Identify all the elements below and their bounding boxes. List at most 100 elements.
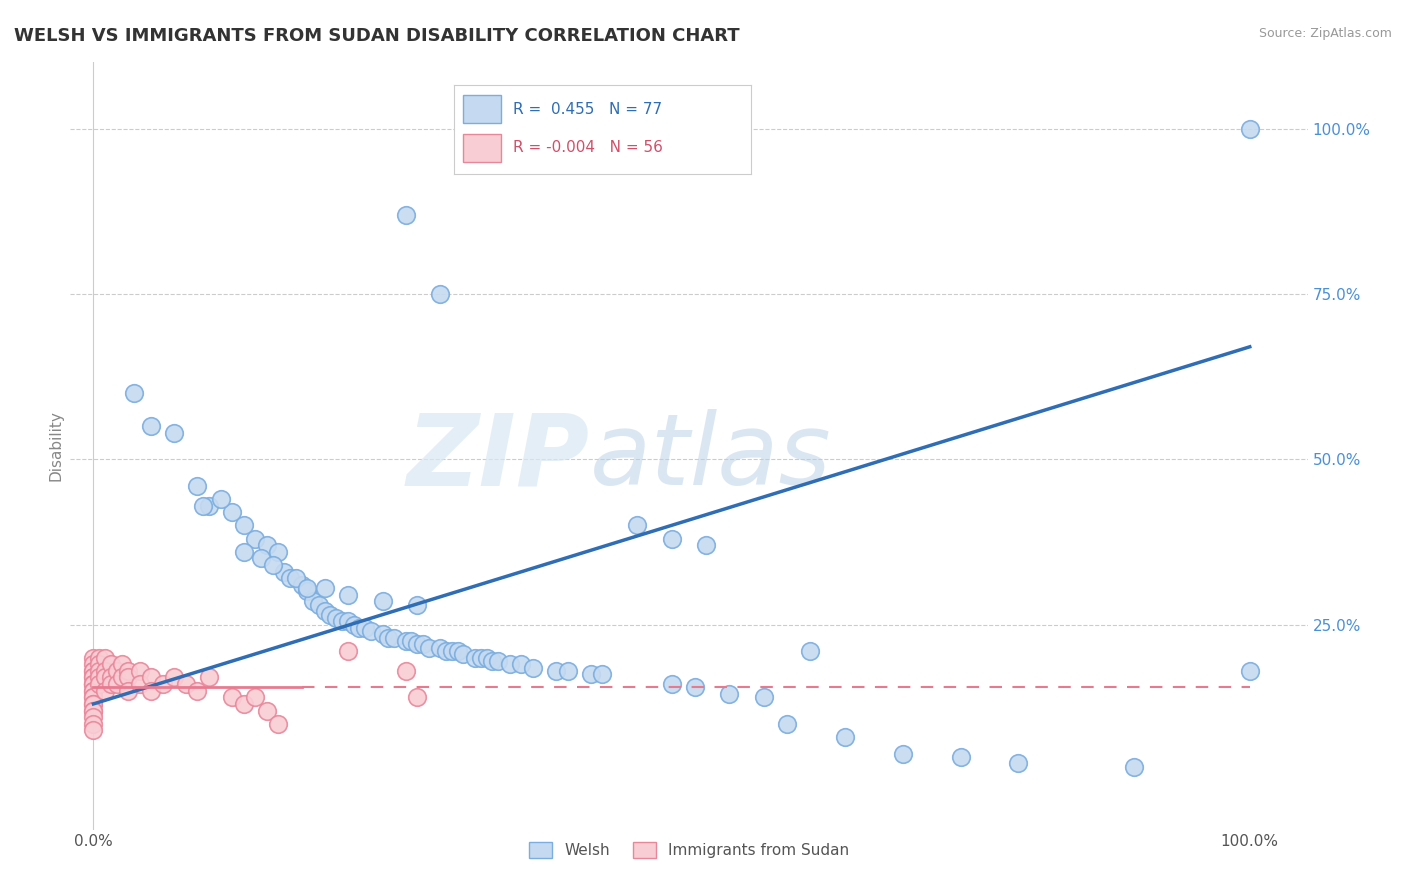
Point <box>82 657 104 672</box>
Point <box>395 208 418 222</box>
Point <box>232 697 254 711</box>
Point <box>82 723 104 738</box>
Point <box>262 558 284 572</box>
Point <box>302 594 325 608</box>
Point <box>89 670 111 684</box>
Point <box>193 499 215 513</box>
Point <box>174 677 197 691</box>
Point <box>82 677 104 691</box>
Point <box>267 716 290 731</box>
Point <box>232 545 254 559</box>
Point <box>256 704 278 718</box>
Point <box>117 670 139 684</box>
Text: atlas: atlas <box>591 409 831 506</box>
Point <box>278 571 301 585</box>
Point <box>360 624 382 639</box>
Point <box>342 617 364 632</box>
Point <box>336 644 359 658</box>
Point <box>891 747 914 761</box>
Point <box>579 667 602 681</box>
Point <box>349 621 371 635</box>
Point <box>834 730 856 744</box>
Legend: Welsh, Immigrants from Sudan: Welsh, Immigrants from Sudan <box>523 836 855 864</box>
Point <box>100 657 122 672</box>
Point <box>470 650 492 665</box>
Point <box>336 588 359 602</box>
Point <box>82 677 104 691</box>
Point <box>82 697 104 711</box>
Point <box>82 710 104 724</box>
Point <box>89 650 111 665</box>
Point <box>406 690 429 705</box>
Point <box>395 634 418 648</box>
Point <box>82 683 104 698</box>
Point <box>319 607 342 622</box>
Point <box>82 650 104 665</box>
Point <box>499 657 522 672</box>
Point <box>406 598 429 612</box>
Point <box>94 650 117 665</box>
Point <box>776 716 799 731</box>
Point <box>82 664 104 678</box>
Point <box>89 657 111 672</box>
Point <box>82 670 104 684</box>
Point <box>406 637 429 651</box>
Point <box>89 664 111 678</box>
Point <box>1007 756 1029 771</box>
Point <box>377 631 399 645</box>
Point <box>1239 664 1261 678</box>
Point <box>297 584 319 599</box>
Point <box>752 690 775 705</box>
Point <box>314 604 336 618</box>
Point <box>336 614 359 628</box>
Point <box>250 551 273 566</box>
Point <box>111 657 134 672</box>
Point <box>82 716 104 731</box>
Point <box>232 518 254 533</box>
Point <box>82 664 104 678</box>
Point <box>82 690 104 705</box>
Point <box>475 650 498 665</box>
Text: ZIP: ZIP <box>406 409 591 506</box>
Point <box>1123 760 1146 774</box>
Point <box>297 581 319 595</box>
Point <box>464 650 486 665</box>
Point <box>128 677 150 691</box>
Point <box>1239 121 1261 136</box>
Point <box>186 683 208 698</box>
Point <box>117 664 139 678</box>
Point <box>141 683 163 698</box>
Point <box>221 505 243 519</box>
Point <box>198 670 221 684</box>
Point <box>371 594 394 608</box>
Point <box>100 677 122 691</box>
Point <box>89 677 111 691</box>
Text: Source: ZipAtlas.com: Source: ZipAtlas.com <box>1258 27 1392 40</box>
Point <box>429 640 451 655</box>
Point <box>440 644 463 658</box>
Point <box>354 621 377 635</box>
Point <box>128 664 150 678</box>
Point <box>325 611 347 625</box>
Point <box>256 538 278 552</box>
Point <box>661 532 683 546</box>
Point <box>82 704 104 718</box>
Point <box>94 683 117 698</box>
Point <box>82 677 104 691</box>
Point <box>447 644 470 658</box>
Point <box>163 670 186 684</box>
Point <box>198 499 221 513</box>
Point <box>141 419 163 434</box>
Point <box>82 670 104 684</box>
Point <box>544 664 567 678</box>
Point <box>245 532 267 546</box>
Point <box>308 598 330 612</box>
Point <box>94 664 117 678</box>
Point <box>290 578 312 592</box>
Point <box>401 634 423 648</box>
Point <box>82 683 104 698</box>
Point <box>284 571 307 585</box>
Point <box>382 631 405 645</box>
Point <box>152 677 174 691</box>
Point <box>111 670 134 684</box>
